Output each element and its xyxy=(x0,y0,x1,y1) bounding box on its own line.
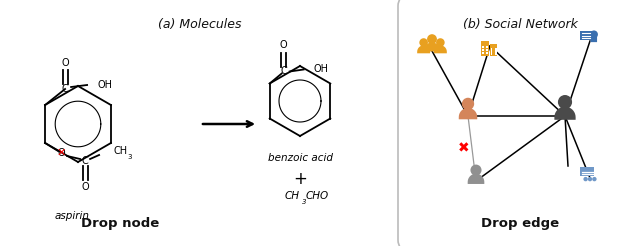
Text: O: O xyxy=(57,148,65,158)
Polygon shape xyxy=(434,45,447,53)
Circle shape xyxy=(471,165,481,176)
Text: CHO: CHO xyxy=(306,191,329,201)
Bar xyxy=(482,46,483,48)
Text: +: + xyxy=(293,170,307,188)
Text: O: O xyxy=(280,41,287,50)
Circle shape xyxy=(588,177,592,181)
Text: Drop edge: Drop edge xyxy=(481,217,559,230)
Bar xyxy=(495,52,497,55)
Bar xyxy=(482,49,483,51)
Text: O: O xyxy=(81,182,89,192)
Circle shape xyxy=(427,34,437,44)
Circle shape xyxy=(592,177,597,181)
Bar xyxy=(490,52,492,55)
Text: CH: CH xyxy=(285,191,300,201)
Text: C: C xyxy=(81,156,88,166)
Bar xyxy=(487,46,488,48)
Bar xyxy=(490,48,492,50)
Circle shape xyxy=(583,177,588,181)
Circle shape xyxy=(558,95,572,109)
FancyBboxPatch shape xyxy=(580,31,592,40)
Polygon shape xyxy=(459,108,477,119)
FancyBboxPatch shape xyxy=(398,0,636,246)
Text: 3: 3 xyxy=(127,154,132,160)
Polygon shape xyxy=(425,42,439,51)
Text: aspirin: aspirin xyxy=(55,211,90,221)
Text: C: C xyxy=(62,84,69,94)
Text: 3: 3 xyxy=(302,199,307,205)
Circle shape xyxy=(590,31,598,38)
Text: OH: OH xyxy=(314,64,329,75)
Polygon shape xyxy=(467,174,485,184)
Text: C: C xyxy=(280,66,287,77)
Text: OH: OH xyxy=(97,80,112,90)
Polygon shape xyxy=(555,107,576,120)
Circle shape xyxy=(436,38,445,47)
Text: benzoic acid: benzoic acid xyxy=(268,153,333,163)
Text: (a) Molecules: (a) Molecules xyxy=(158,18,242,31)
Polygon shape xyxy=(417,45,430,53)
Bar xyxy=(487,49,488,51)
Text: Drop node: Drop node xyxy=(81,217,159,230)
Text: O: O xyxy=(61,58,69,68)
Text: CH: CH xyxy=(113,146,127,156)
Bar xyxy=(490,50,492,52)
Bar xyxy=(490,44,497,56)
Bar xyxy=(482,52,483,54)
Bar xyxy=(495,50,497,52)
Circle shape xyxy=(462,98,474,110)
FancyBboxPatch shape xyxy=(580,168,595,176)
Text: ✕: ✕ xyxy=(57,148,66,158)
FancyBboxPatch shape xyxy=(590,34,597,42)
Text: ✖: ✖ xyxy=(458,141,470,155)
FancyBboxPatch shape xyxy=(0,0,406,246)
Text: (b) Social Network: (b) Social Network xyxy=(462,18,577,31)
Bar xyxy=(495,48,497,50)
Circle shape xyxy=(419,38,428,47)
Bar xyxy=(481,41,489,56)
Bar xyxy=(487,52,488,54)
